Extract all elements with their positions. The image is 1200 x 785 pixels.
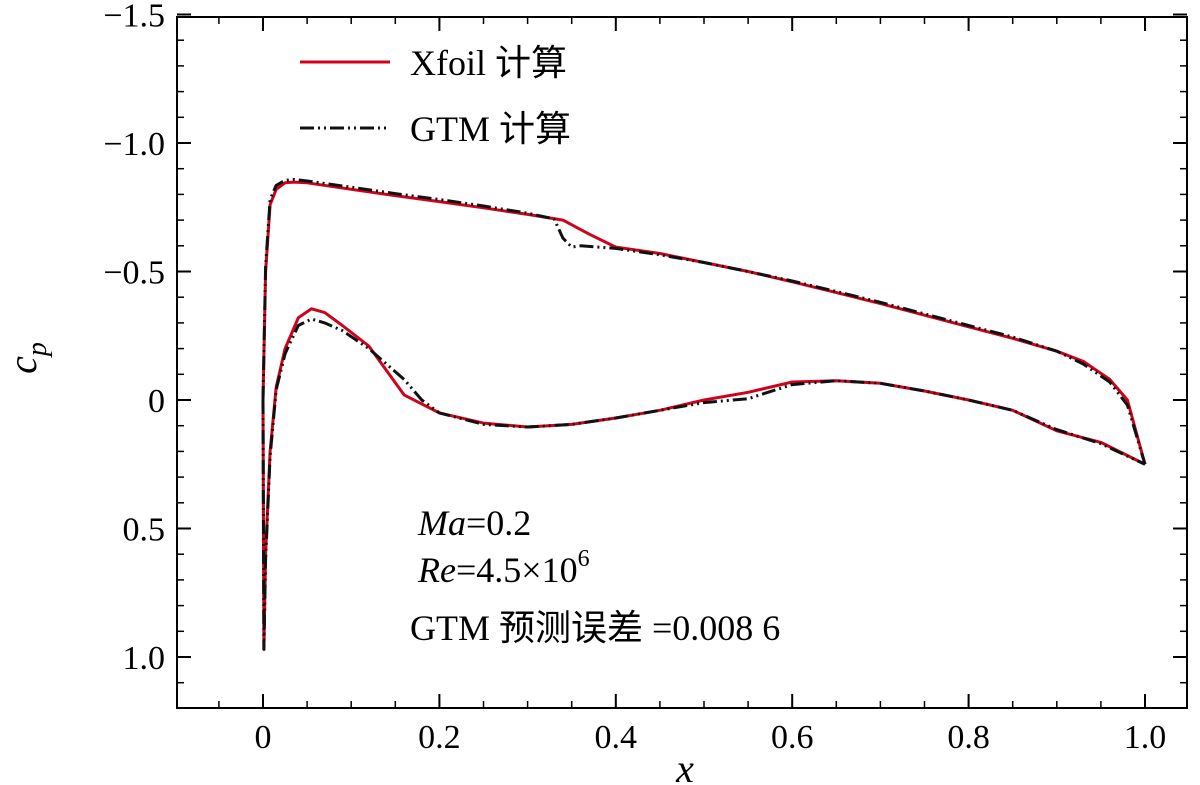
series-xfoil-lower-line — [261, 307, 1146, 651]
y-tick-label: 0 — [148, 383, 165, 420]
annotations: Ma=0.2 Re=4.5×106 GTM 预测误差 =0.008 6 — [410, 503, 780, 648]
annotation-error: GTM 预测误差 =0.008 6 — [410, 608, 780, 648]
x-tick-label: 0.2 — [418, 719, 461, 756]
y-tick-label: −1.0 — [103, 126, 165, 163]
plot-frame — [176, 16, 1188, 709]
series-xfoil-upper-line — [261, 180, 1147, 465]
legend-label-gtm: GTM 计算 — [410, 109, 571, 149]
annotation-reynolds-var: Re — [417, 550, 456, 590]
y-tick-label: −1.5 — [103, 0, 165, 35]
x-tick-label: 0 — [255, 719, 272, 756]
y-axis-title-sub: p — [22, 342, 53, 358]
legend: Xfoil 计算 GTM 计算 — [300, 43, 571, 149]
x-tick-label: 0.6 — [771, 719, 814, 756]
annotation-mach: Ma=0.2 — [417, 503, 531, 543]
y-axis-title-main: c — [0, 356, 45, 374]
y-tick-label: 0.5 — [123, 512, 166, 549]
x-axis-title: x — [675, 746, 694, 785]
svg-text:cp: cp — [0, 342, 53, 374]
axes — [176, 16, 1188, 709]
legend-label-xfoil: Xfoil 计算 — [410, 43, 567, 83]
x-tick-label: 0.4 — [595, 719, 638, 756]
ticks: −1.5 −1.0 −0.5 0 0.5 1.0 0 0.2 0.4 0.6 0.8 1.0 — [103, 0, 1187, 756]
annotation-mach-value: =0.2 — [466, 503, 531, 543]
annotation-reynolds-value: =4.5×10 — [456, 550, 578, 590]
series-gtm-upper-line — [261, 178, 1147, 465]
annotation-reynolds-exponent: 6 — [578, 546, 590, 572]
y-tick-label: −0.5 — [103, 255, 165, 292]
y-axis-title: cp — [0, 342, 53, 374]
series-layer — [261, 178, 1147, 651]
x-tick-label: 0.8 — [947, 719, 990, 756]
annotation-reynolds: Re=4.5×106 — [417, 546, 590, 590]
y-tick-label: 1.0 — [123, 640, 166, 677]
annotation-mach-var: Ma — [417, 503, 466, 543]
x-tick-label: 1.0 — [1124, 719, 1167, 756]
series-gtm-lower-line — [261, 317, 1146, 651]
